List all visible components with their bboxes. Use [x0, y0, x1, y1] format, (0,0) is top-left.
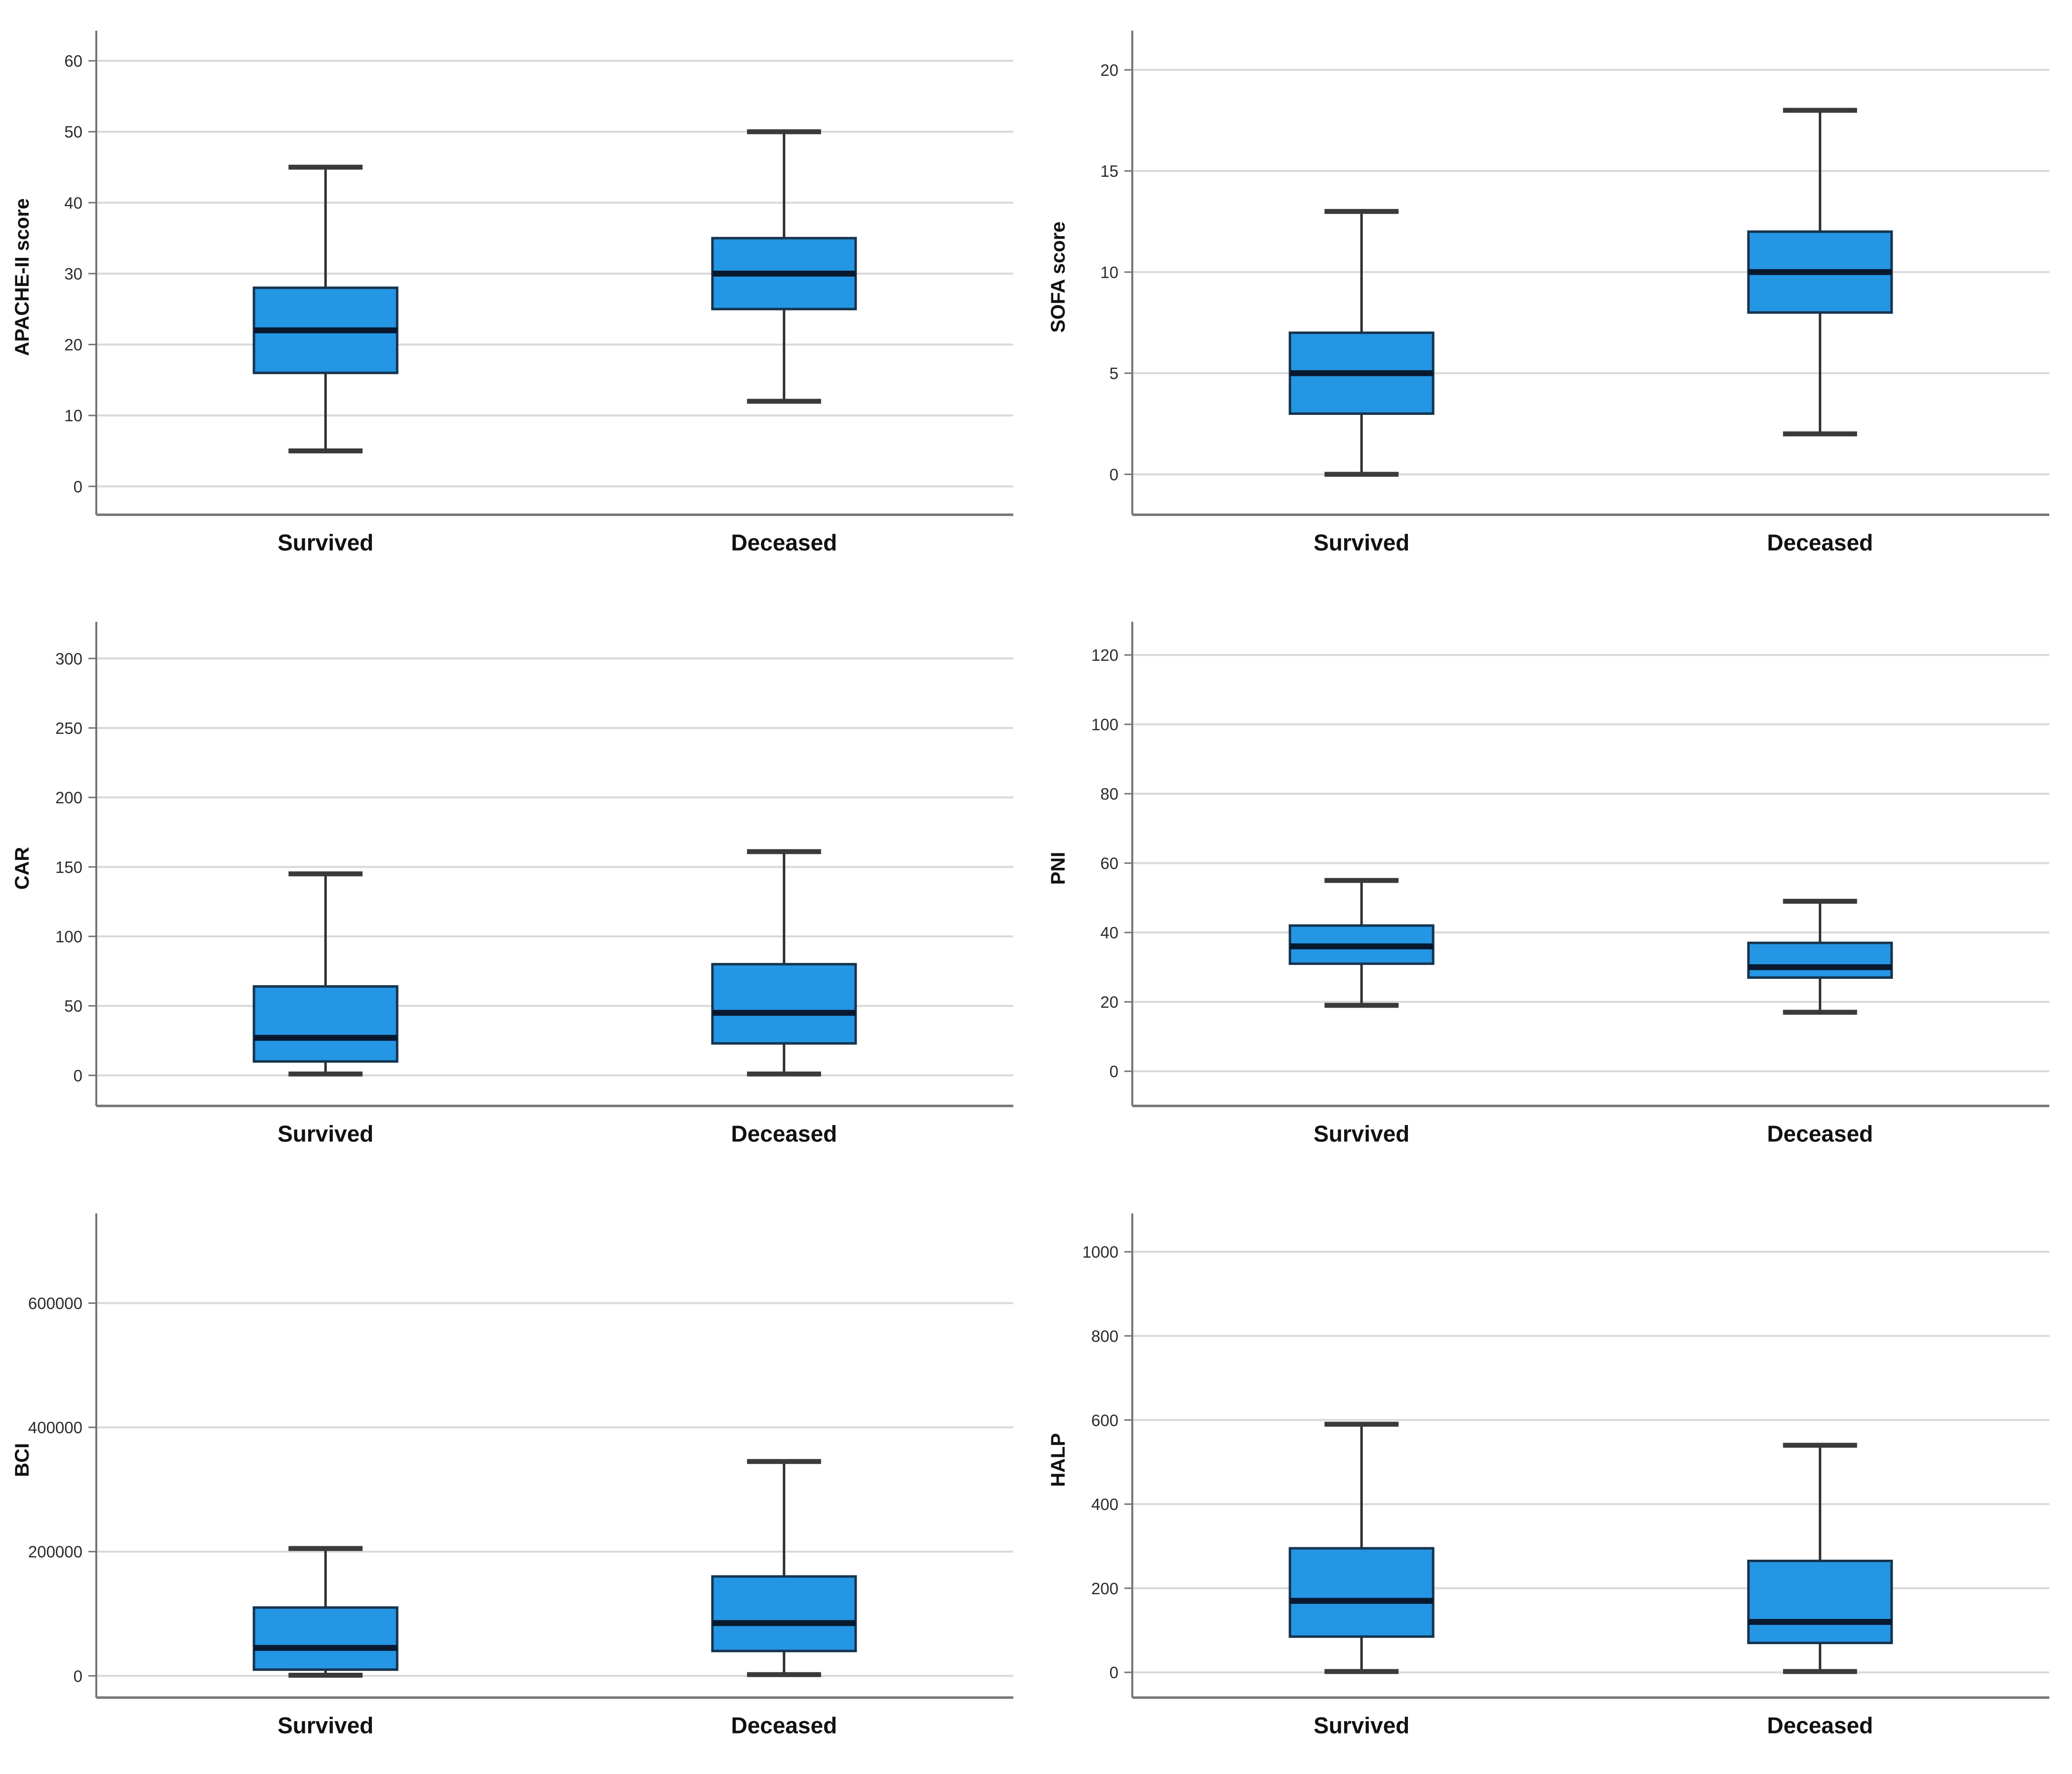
- y-tick-label: 0: [74, 1667, 82, 1685]
- box-deceased: [711, 1458, 857, 1677]
- y-tick-label: 10: [64, 406, 82, 425]
- category-label: Survived: [278, 1712, 373, 1738]
- iqr-box: [1747, 1559, 1893, 1644]
- boxplot-bci: 0 200000 400000 600000 BCI Survived Deceased: [0, 1183, 1036, 1774]
- y-tick-label: 80: [1100, 785, 1118, 803]
- box-survived: [252, 1546, 398, 1678]
- y-axis-title: CAR: [11, 847, 33, 890]
- y-tick-label: 300: [55, 650, 82, 668]
- y-tick-label: 20: [64, 336, 82, 354]
- y-tick-label: 200000: [28, 1542, 82, 1561]
- category-label: Survived: [278, 1121, 373, 1147]
- box-survived: [1288, 1421, 1434, 1674]
- boxplot-halp: 0 200 400 600 800 1000 HALP Survived Deceased: [1036, 1183, 2072, 1774]
- iqr-box: [1288, 1547, 1434, 1638]
- y-tick-label: 150: [55, 858, 82, 877]
- y-axis-title: SOFA score: [1047, 221, 1069, 332]
- iqr-box: [711, 1575, 857, 1653]
- iqr-box: [252, 985, 398, 1063]
- y-tick-label: 50: [64, 997, 82, 1015]
- category-label: Survived: [1314, 529, 1409, 555]
- y-tick-label: 20: [1100, 61, 1118, 79]
- box-deceased: [1747, 108, 1893, 437]
- box-deceased: [711, 129, 857, 404]
- boxplot-car: 0 50 100 150 200 250 300 CAR Survived Deceased: [0, 591, 1036, 1182]
- y-tick-label: 5: [1110, 364, 1118, 383]
- category-label: Deceased: [731, 529, 837, 555]
- y-axis-title: PNI: [1047, 852, 1069, 885]
- boxplot-svg-sofa-score: 0 5 10 15 20 SOFA score Survived Deceased: [1047, 31, 2049, 555]
- y-tick-label: 600: [1091, 1411, 1118, 1429]
- category-label: Deceased: [731, 1712, 837, 1738]
- y-tick-label: 400: [1091, 1495, 1118, 1513]
- box-survived: [252, 871, 398, 1077]
- category-label: Deceased: [1767, 529, 1873, 555]
- y-tick-label: 40: [1100, 924, 1118, 942]
- iqr-box: [1747, 941, 1893, 979]
- y-tick-label: 30: [64, 265, 82, 283]
- boxplot-svg-halp: 0 200 400 600 800 1000 HALP Survived Deceased: [1047, 1213, 2049, 1738]
- y-tick-label: 1000: [1082, 1243, 1118, 1261]
- y-axis-title: APACHE-II score: [11, 198, 33, 356]
- y-axis-title: HALP: [1047, 1433, 1069, 1487]
- box-survived: [1288, 209, 1434, 477]
- iqr-box: [252, 1606, 398, 1671]
- boxplot-svg-bci: 0 200000 400000 600000 BCI Survived Deceased: [11, 1213, 1013, 1738]
- y-tick-label: 0: [1110, 1062, 1118, 1081]
- boxplot-svg-car: 0 50 100 150 200 250 300 CAR Survived Deceased: [11, 622, 1013, 1147]
- y-tick-label: 0: [74, 478, 82, 496]
- y-tick-label: 200: [55, 789, 82, 807]
- y-tick-label: 200: [1091, 1579, 1118, 1598]
- y-tick-label: 60: [64, 52, 82, 70]
- y-tick-label: 0: [1110, 1663, 1118, 1682]
- category-label: Deceased: [1767, 1712, 1873, 1738]
- box-deceased: [1747, 899, 1893, 1015]
- y-tick-label: 100: [55, 927, 82, 946]
- y-tick-label: 20: [1100, 993, 1118, 1011]
- box-survived: [1288, 878, 1434, 1008]
- box-deceased: [1747, 1443, 1893, 1674]
- y-tick-label: 0: [74, 1067, 82, 1085]
- boxplot-pni: 0 20 40 60 80 100 120 PNI Survived Deceased: [1036, 591, 2072, 1182]
- iqr-box: [711, 963, 857, 1045]
- boxplot-sofa-score: 0 5 10 15 20 SOFA score Survived Deceased: [1036, 0, 2072, 591]
- y-tick-label: 60: [1100, 854, 1118, 873]
- boxplot-svg-pni: 0 20 40 60 80 100 120 PNI Survived Deceased: [1047, 622, 2049, 1147]
- y-tick-label: 15: [1100, 162, 1118, 180]
- y-tick-label: 800: [1091, 1327, 1118, 1345]
- y-tick-label: 400000: [28, 1418, 82, 1437]
- category-label: Survived: [1314, 1712, 1409, 1738]
- y-tick-label: 0: [1110, 465, 1118, 484]
- y-tick-label: 250: [55, 719, 82, 737]
- category-label: Survived: [278, 529, 373, 555]
- y-tick-label: 10: [1100, 263, 1118, 282]
- y-tick-label: 120: [1091, 646, 1118, 665]
- category-label: Deceased: [1767, 1121, 1873, 1147]
- y-axis-title: BCI: [11, 1443, 33, 1477]
- y-tick-label: 600000: [28, 1294, 82, 1312]
- boxplot-apache-ii-score: 0 10 20 30 40 50 60 APACHE-II score Survived Dece…: [0, 0, 1036, 591]
- category-label: Survived: [1314, 1121, 1409, 1147]
- y-tick-label: 50: [64, 123, 82, 141]
- category-label: Deceased: [731, 1121, 837, 1147]
- box-deceased: [711, 849, 857, 1077]
- y-tick-label: 40: [64, 194, 82, 212]
- box-survived: [252, 164, 398, 454]
- boxplot-svg-apache-ii-score: 0 10 20 30 40 50 60 APACHE-II score Survived Dece…: [11, 31, 1013, 555]
- y-tick-label: 100: [1091, 716, 1118, 734]
